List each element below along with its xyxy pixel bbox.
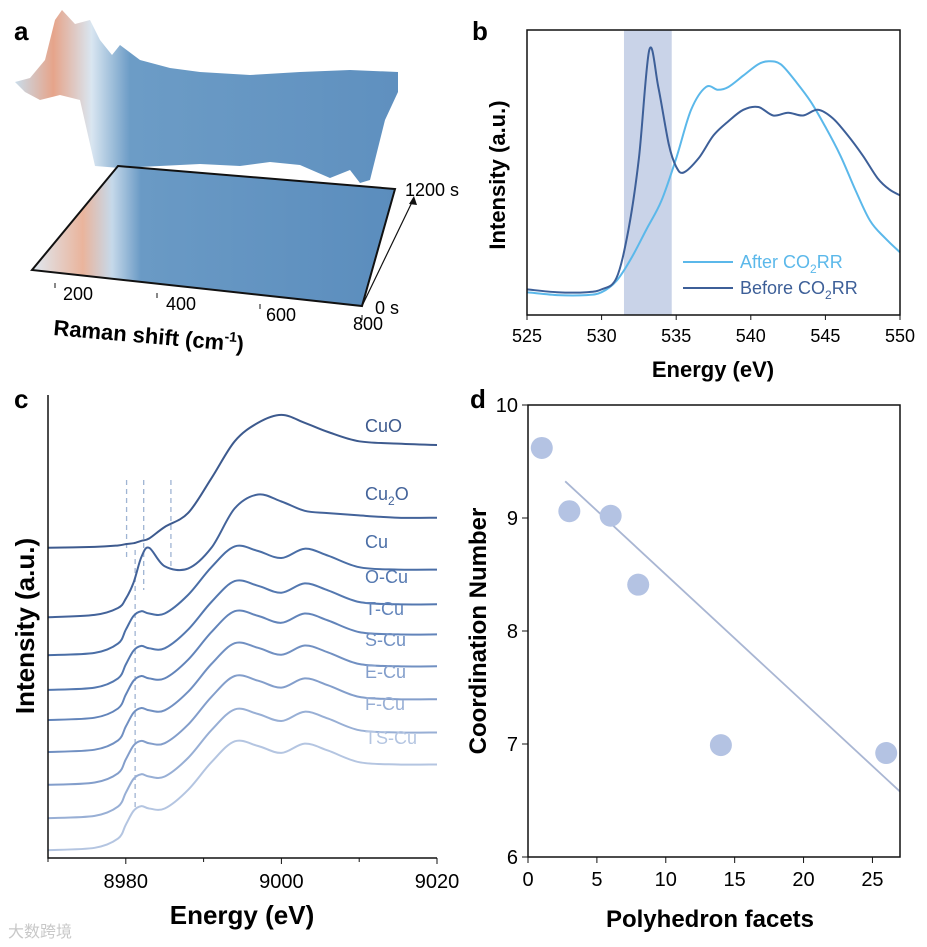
time-start-label: 0 s: [375, 298, 399, 318]
watermark: 大数跨境: [8, 922, 72, 941]
panel-c: c CuOCu2OCuO-CuT-CuS-CuE-CuF-CuTS-Cu8980…: [10, 384, 459, 930]
data-point: [558, 500, 581, 523]
a-xtick-label: 400: [166, 294, 196, 314]
d-ytick-label: 10: [496, 395, 518, 417]
c-xtick-label: 9000: [259, 871, 304, 893]
d-ytick-label: 7: [507, 734, 518, 756]
c-series-line: [47, 413, 438, 549]
b-xtick-label: 535: [661, 326, 691, 346]
data-point: [599, 504, 622, 527]
c-series-label: S-Cu: [365, 630, 406, 650]
c-series-line: [47, 493, 438, 619]
c-axes: [47, 395, 437, 859]
legend-suffix: RR: [817, 252, 843, 272]
c-series-line: [47, 674, 438, 786]
d-xtick-label: 5: [591, 869, 602, 891]
legend-prefix: After CO: [740, 252, 810, 272]
d-ytick-label: 8: [507, 621, 518, 643]
b-ylabel: Intensity (a.u.): [485, 100, 510, 249]
c-series-line: [47, 641, 438, 753]
panel-a: a 200 400 600 800 1200 s 0 s Raman shift (c…: [14, 10, 459, 357]
c-series-label: TS-Cu: [365, 728, 417, 748]
b-xtick-label: 540: [736, 326, 766, 346]
c-ylabel: Intensity (a.u.): [10, 538, 40, 714]
b-plot-frame: [526, 29, 901, 316]
d-xlabel: Polyhedron facets: [606, 906, 814, 933]
c-series-line: [47, 707, 438, 820]
b-xlabel: Energy (eV): [652, 357, 774, 382]
time-axis-arrow: [361, 197, 415, 307]
label-prefix: Cu: [365, 484, 388, 504]
a-xtick-label: 800: [353, 314, 383, 334]
b-series-line: [526, 46, 901, 294]
raman-surface: [15, 10, 398, 183]
c-series-label: CuO: [365, 416, 402, 436]
c-series-label: O-Cu: [365, 567, 408, 587]
raman-xlabel: Raman shift (cm-1): [53, 313, 246, 357]
fit-line: [564, 480, 901, 793]
label-suffix: O: [395, 484, 409, 504]
b-xtick-label: 545: [810, 326, 840, 346]
d-xtick-label: 15: [724, 869, 746, 891]
c-series-line: [47, 544, 438, 657]
b-xtick-label: 530: [587, 326, 617, 346]
c-series-line: [47, 609, 438, 721]
b-series-line: [526, 60, 901, 297]
d-xtick-label: 0: [522, 869, 533, 891]
a-xtick-label: 600: [266, 305, 296, 325]
arrow-head-icon: [409, 196, 417, 205]
highlight-band: [623, 30, 672, 315]
d-plot-frame: [527, 404, 901, 858]
c-xtick-label: 8980: [104, 871, 149, 893]
c-series-label: Cu: [365, 532, 388, 552]
panel-label-a: a: [14, 16, 29, 46]
b-xtick-label: 550: [885, 326, 915, 346]
label-sub: 2: [388, 494, 395, 508]
c-series-line: [47, 739, 438, 852]
d-ytick-label: 6: [507, 847, 518, 869]
d-xtick-label: 10: [655, 869, 677, 891]
legend-label: Before CO2RR: [740, 278, 858, 302]
data-point: [709, 734, 732, 757]
c-series-label: T-Cu: [365, 599, 404, 619]
d-xtick-label: 25: [861, 869, 883, 891]
b-xtick-label: 525: [512, 326, 542, 346]
c-series-label: Cu2O: [365, 484, 409, 508]
data-point: [875, 742, 898, 765]
data-point: [627, 573, 650, 596]
time-end-label: 1200 s: [405, 180, 459, 200]
c-xlabel: Energy (eV): [170, 900, 315, 930]
legend-sub: 2: [825, 288, 832, 302]
d-ylabel: Coordination Number: [465, 508, 492, 755]
c-series-label: F-Cu: [365, 694, 405, 714]
c-series-line: [47, 579, 438, 691]
panel-d: d 0 5 10 15 20 25 6 7 8 9 10 Coordination Number P…: [465, 384, 901, 933]
panel-label-b: b: [472, 16, 488, 46]
legend-prefix: Before CO: [740, 278, 825, 298]
panel-label-d: d: [470, 384, 486, 414]
a-xtick-label: 200: [63, 284, 93, 304]
c-xtick-label: 9020: [415, 871, 460, 893]
panel-label-c: c: [14, 384, 28, 414]
c-series-label: E-Cu: [365, 662, 406, 682]
d-ytick-label: 9: [507, 508, 518, 530]
legend-suffix: RR: [832, 278, 858, 298]
d-xtick-label: 20: [792, 869, 814, 891]
legend-label: After CO2RR: [740, 252, 843, 276]
legend-sub: 2: [810, 262, 817, 276]
data-point: [530, 436, 553, 459]
